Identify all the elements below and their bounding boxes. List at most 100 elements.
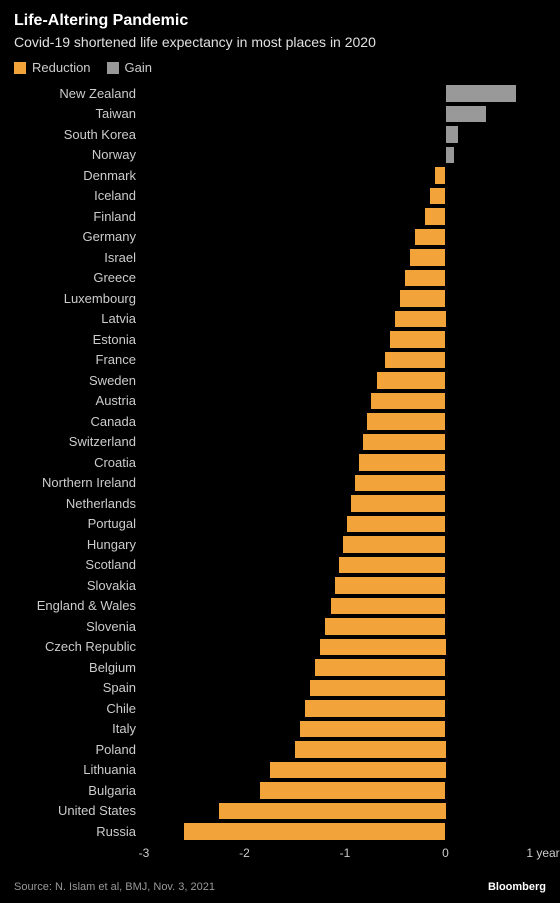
row-label: Slovenia — [14, 619, 144, 634]
row-label: Taiwan — [14, 106, 144, 121]
row-plot — [144, 370, 546, 391]
chart-container: Life-Altering Pandemic Covid-19 shortene… — [0, 0, 560, 903]
row-plot — [144, 104, 546, 125]
row-label: Israel — [14, 250, 144, 265]
row-label: Croatia — [14, 455, 144, 470]
bar — [405, 270, 445, 287]
row-plot — [144, 268, 546, 289]
row-plot — [144, 514, 546, 535]
bar — [351, 495, 445, 512]
row-plot — [144, 145, 546, 166]
legend-item-gain: Gain — [107, 60, 152, 75]
row-plot — [144, 698, 546, 719]
chart-row: Slovenia — [14, 616, 546, 637]
row-plot — [144, 247, 546, 268]
bar — [377, 372, 445, 389]
bar — [305, 700, 446, 717]
row-plot — [144, 288, 546, 309]
row-label: Hungary — [14, 537, 144, 552]
row-plot — [144, 637, 546, 658]
row-label: Russia — [14, 824, 144, 839]
bar — [320, 639, 446, 656]
row-label: Bulgaria — [14, 783, 144, 798]
row-plot — [144, 719, 546, 740]
row-label: Finland — [14, 209, 144, 224]
row-plot — [144, 678, 546, 699]
source-text: Source: N. Islam et al, BMJ, Nov. 3, 202… — [14, 881, 215, 893]
row-label: Portugal — [14, 516, 144, 531]
row-label: Italy — [14, 721, 144, 736]
chart-row: Czech Republic — [14, 637, 546, 658]
row-label: Germany — [14, 229, 144, 244]
axis-tick: -2 — [239, 846, 250, 860]
bar — [367, 413, 445, 430]
bar — [270, 762, 446, 779]
chart-row: Norway — [14, 145, 546, 166]
chart-row: Russia — [14, 821, 546, 842]
row-plot — [144, 391, 546, 412]
chart-row: Slovakia — [14, 575, 546, 596]
chart-row: South Korea — [14, 124, 546, 145]
row-label: Denmark — [14, 168, 144, 183]
row-label: Lithuania — [14, 762, 144, 777]
row-plot — [144, 493, 546, 514]
row-label: United States — [14, 803, 144, 818]
chart-row: Portugal — [14, 514, 546, 535]
chart-row: Taiwan — [14, 104, 546, 125]
axis-tick: 1 years — [526, 846, 560, 860]
row-label: Sweden — [14, 373, 144, 388]
chart-row: Spain — [14, 678, 546, 699]
legend-item-reduction: Reduction — [14, 60, 91, 75]
row-plot — [144, 575, 546, 596]
row-plot — [144, 432, 546, 453]
chart-row: Lithuania — [14, 760, 546, 781]
legend-label-gain: Gain — [125, 60, 152, 75]
row-label: Chile — [14, 701, 144, 716]
bar — [343, 536, 446, 553]
bar — [295, 741, 446, 758]
row-label: Estonia — [14, 332, 144, 347]
chart-row: Netherlands — [14, 493, 546, 514]
bar — [325, 618, 446, 635]
row-label: Austria — [14, 393, 144, 408]
chart-row: Belgium — [14, 657, 546, 678]
row-label: Northern Ireland — [14, 475, 144, 490]
chart-row: Israel — [14, 247, 546, 268]
chart-row: Italy — [14, 719, 546, 740]
brand-text: Bloomberg — [488, 881, 546, 893]
chart-row: Poland — [14, 739, 546, 760]
bar — [219, 803, 445, 820]
axis-tick: -3 — [139, 846, 150, 860]
chart-row: Hungary — [14, 534, 546, 555]
bar — [260, 782, 446, 799]
legend-swatch-gain — [107, 62, 119, 74]
bar — [446, 85, 516, 102]
bar — [315, 659, 446, 676]
legend-label-reduction: Reduction — [32, 60, 91, 75]
chart-row: Switzerland — [14, 432, 546, 453]
bar — [435, 167, 445, 184]
chart-row: New Zealand — [14, 83, 546, 104]
row-label: Netherlands — [14, 496, 144, 511]
bar — [355, 475, 445, 492]
legend-swatch-reduction — [14, 62, 26, 74]
bar — [446, 126, 458, 143]
chart-row: Austria — [14, 391, 546, 412]
row-plot — [144, 821, 546, 842]
chart-row: Luxembourg — [14, 288, 546, 309]
bar — [363, 434, 445, 451]
chart-subtitle: Covid-19 shortened life expectancy in mo… — [14, 34, 546, 50]
row-plot — [144, 186, 546, 207]
row-label: Poland — [14, 742, 144, 757]
chart-row: Denmark — [14, 165, 546, 186]
row-plot — [144, 657, 546, 678]
bar — [430, 188, 445, 205]
row-plot — [144, 534, 546, 555]
chart-row: Estonia — [14, 329, 546, 350]
row-plot — [144, 739, 546, 760]
row-label: Latvia — [14, 311, 144, 326]
row-label: Luxembourg — [14, 291, 144, 306]
chart-row: Chile — [14, 698, 546, 719]
chart-row: Germany — [14, 227, 546, 248]
chart-row: Iceland — [14, 186, 546, 207]
